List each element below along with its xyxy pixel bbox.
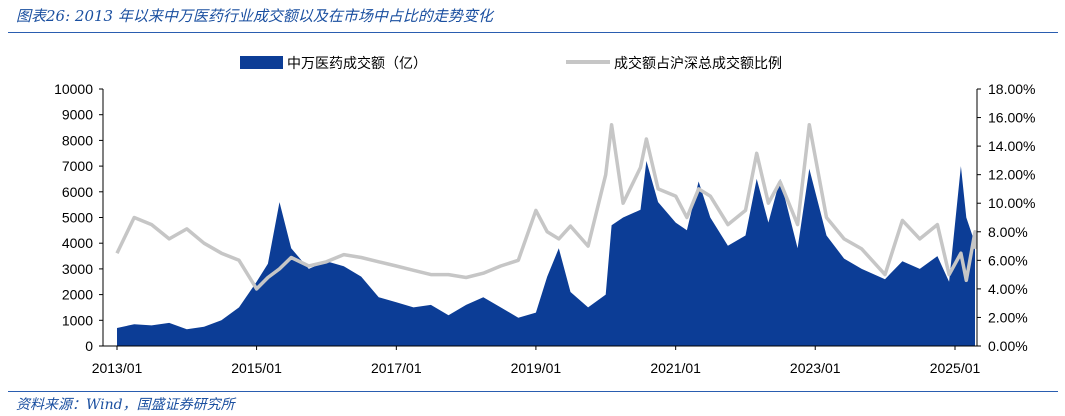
legend-swatch-turnover bbox=[240, 56, 283, 69]
left-tick-label: 7000 bbox=[62, 158, 93, 174]
right-tick-label: 14.00% bbox=[988, 138, 1035, 154]
chart-title: 图表26: 2013 年以来中万医药行业成交额以及在市场中占比的走势变化 bbox=[16, 7, 493, 25]
x-tick-label: 2023/01 bbox=[790, 360, 841, 376]
source-rule bbox=[8, 391, 1058, 392]
right-tick-label: 12.00% bbox=[988, 167, 1035, 183]
x-tick-label: 2017/01 bbox=[371, 360, 422, 376]
turnover-series-area bbox=[117, 161, 975, 346]
x-tick-label: 2019/01 bbox=[511, 360, 562, 376]
right-tick-label: 4.00% bbox=[988, 281, 1028, 297]
right-tick-label: 6.00% bbox=[988, 252, 1028, 268]
left-tick-label: 6000 bbox=[62, 184, 93, 200]
right-tick-label: 10.00% bbox=[988, 195, 1035, 211]
share-series-line bbox=[115, 122, 977, 291]
right-tick-label: 16.00% bbox=[988, 110, 1035, 126]
left-tick-label: 2000 bbox=[62, 287, 93, 303]
left-tick-label: 9000 bbox=[62, 107, 93, 123]
x-tick-label: 2013/01 bbox=[92, 360, 143, 376]
x-tick-label: 2021/01 bbox=[650, 360, 701, 376]
left-tick-label: 1000 bbox=[62, 312, 93, 328]
left-tick-label: 10000 bbox=[54, 81, 93, 97]
x-tick-label: 2015/01 bbox=[231, 360, 282, 376]
left-tick-label: 0 bbox=[85, 338, 93, 354]
left-tick-label: 3000 bbox=[62, 261, 93, 277]
left-tick-label: 5000 bbox=[62, 210, 93, 226]
left-tick-label: 8000 bbox=[62, 132, 93, 148]
left-tick-label: 4000 bbox=[62, 235, 93, 251]
source-note: 资料来源：Wind，国盛证券研究所 bbox=[16, 397, 235, 413]
right-tick-label: 18.00% bbox=[988, 81, 1035, 97]
right-tick-label: 2.00% bbox=[988, 309, 1028, 325]
x-tick-label: 2025/01 bbox=[930, 360, 981, 376]
right-tick-label: 0.00% bbox=[988, 338, 1028, 354]
legend-label-share: 成交额占沪深总成交额比例 bbox=[614, 55, 782, 72]
legend-label-turnover: 中万医药成交额（亿） bbox=[287, 55, 427, 72]
title-rule bbox=[8, 32, 1058, 33]
right-tick-label: 8.00% bbox=[988, 224, 1028, 240]
